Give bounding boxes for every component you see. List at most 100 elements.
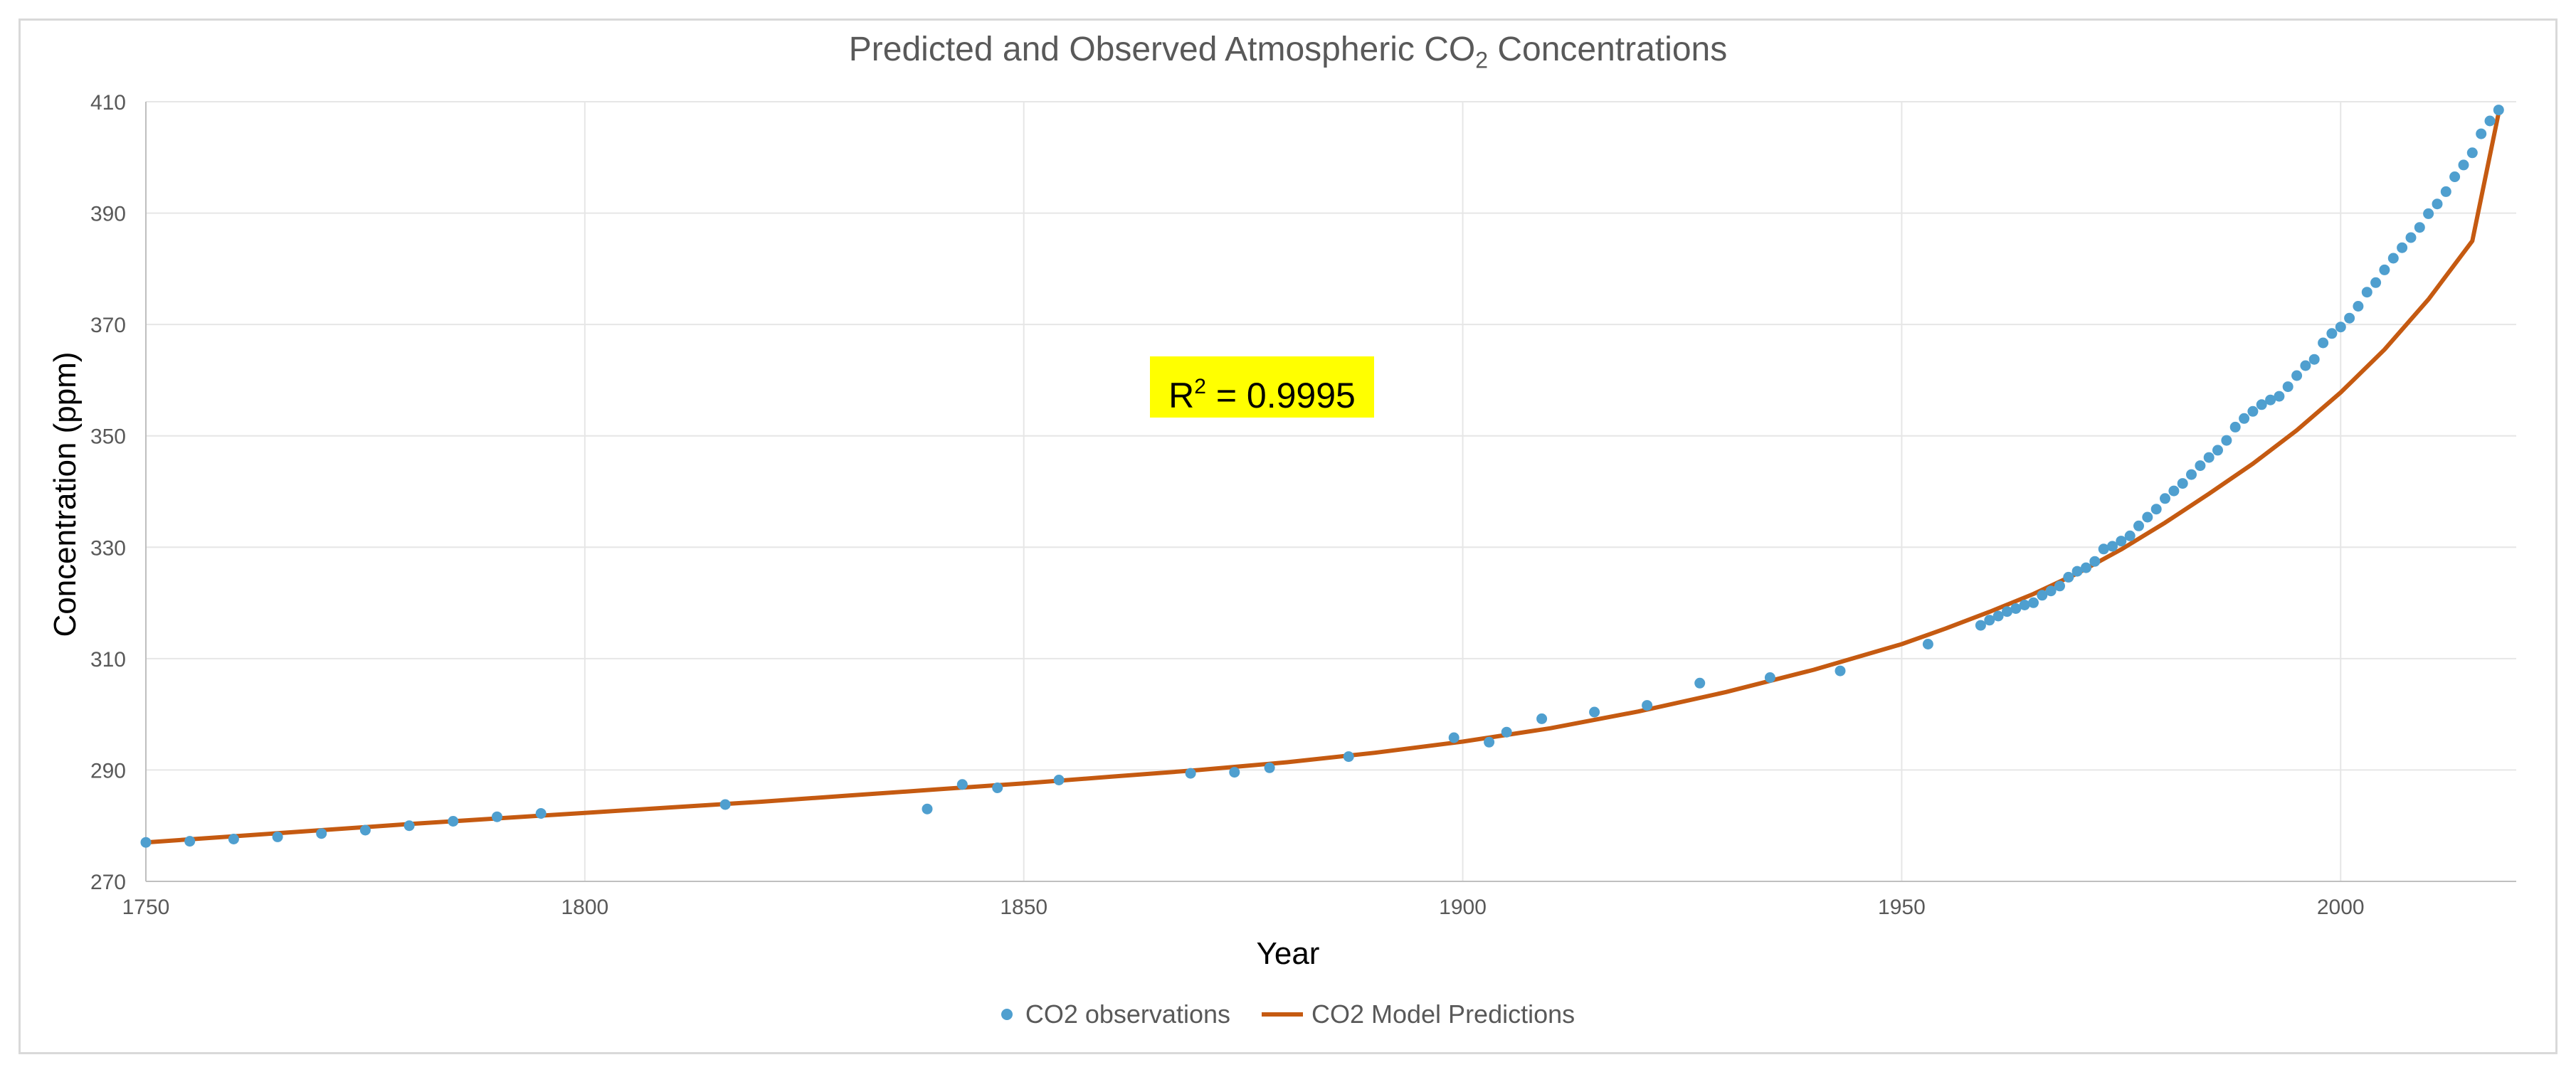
observation-point <box>992 782 1003 793</box>
observation-point <box>2124 530 2136 541</box>
legend-item-observations: CO2 observations <box>1001 999 1230 1029</box>
observation-point <box>2239 413 2250 424</box>
y-tick-label: 370 <box>90 314 126 337</box>
observation-point <box>2063 571 2074 583</box>
observation-point <box>535 808 547 819</box>
observation-point <box>2098 543 2109 555</box>
observation-point <box>2203 452 2215 463</box>
x-tick-label: 1900 <box>1439 896 1487 919</box>
observation-point <box>2212 445 2223 456</box>
legend-label-observations: CO2 observations <box>1025 999 1230 1029</box>
observation-point <box>1053 775 1065 785</box>
observation-point <box>2002 606 2012 617</box>
observation-point <box>2423 208 2434 219</box>
observation-point <box>2221 435 2232 446</box>
observation-point <box>2150 504 2162 515</box>
observation-point <box>2010 603 2022 614</box>
observation-point <box>1984 615 1995 626</box>
observation-point <box>184 836 196 847</box>
observation-point <box>2387 253 2399 264</box>
observation-point <box>2229 421 2241 433</box>
legend-line-icon <box>1261 1012 1303 1017</box>
observation-point <box>2037 590 2048 601</box>
model-prediction-line <box>144 110 2501 845</box>
x-tick-label: 1800 <box>561 896 608 919</box>
observation-point <box>316 828 327 839</box>
observation-point <box>1264 762 1275 773</box>
observation-point <box>1835 665 1846 677</box>
y-tick-label: 350 <box>90 425 126 449</box>
y-tick-label: 310 <box>90 648 126 672</box>
observation-point <box>2160 493 2170 504</box>
x-tick-label: 1750 <box>122 896 170 919</box>
observation-point <box>2449 171 2461 182</box>
observation-point <box>2265 394 2276 405</box>
observation-point <box>2186 469 2197 480</box>
observation-point <box>2432 198 2443 210</box>
observation-point <box>2133 520 2144 531</box>
observation-point <box>1448 732 1459 743</box>
observation-point <box>2028 597 2039 608</box>
observation-point <box>2107 541 2118 552</box>
y-axis-label: Concentration (ppm) <box>48 351 83 637</box>
observation-point <box>2045 585 2057 597</box>
legend-item-predictions: CO2 Model Predictions <box>1261 999 1575 1029</box>
observation-point <box>2414 222 2425 233</box>
y-tick-label: 290 <box>90 759 126 782</box>
observation-point <box>2247 405 2259 417</box>
observation-point <box>272 831 283 842</box>
observation-point <box>2405 232 2417 243</box>
r-squared-annotation: R2 = 0.9995 <box>1150 356 1374 418</box>
observation-point <box>1589 706 1600 718</box>
observation-point <box>2466 147 2478 159</box>
observation-point <box>2318 337 2329 349</box>
y-tick-label: 270 <box>90 871 126 894</box>
x-tick-label: 1950 <box>1878 896 1926 919</box>
observation-point <box>2326 328 2338 339</box>
observation-point <box>1694 677 1706 689</box>
observation-point <box>2282 381 2293 393</box>
observation-point <box>2370 277 2382 288</box>
observation-point <box>228 834 239 844</box>
observation-point <box>2344 312 2355 324</box>
observation-point <box>2195 460 2206 472</box>
observation-point <box>2054 580 2065 592</box>
observation-point <box>140 837 152 848</box>
observation-point <box>2361 287 2372 298</box>
observation-point <box>2335 322 2346 333</box>
observation-point <box>2116 536 2127 547</box>
observation-point <box>1484 736 1495 748</box>
legend-label-predictions: CO2 Model Predictions <box>1311 999 1575 1029</box>
observation-point <box>2484 115 2496 127</box>
observation-point <box>2476 128 2487 139</box>
observation-point <box>1992 610 2004 622</box>
observation-point <box>1229 767 1240 778</box>
observation-point <box>492 811 502 822</box>
observation-point <box>2440 186 2451 197</box>
observation-point <box>2177 478 2188 489</box>
observation-point <box>2071 566 2083 577</box>
y-tick-label: 390 <box>90 203 126 226</box>
observation-point <box>1642 700 1653 711</box>
observation-point <box>448 816 459 827</box>
observation-point <box>2291 370 2303 381</box>
observation-point <box>1536 713 1548 724</box>
observation-point <box>2353 301 2364 312</box>
observation-point <box>2308 354 2320 365</box>
observation-point <box>719 799 731 810</box>
observation-point <box>2379 264 2390 275</box>
observation-point <box>2019 600 2030 610</box>
observation-point <box>1185 768 1196 779</box>
legend-dot-icon <box>1001 1009 1013 1020</box>
observation-point <box>1764 672 1775 683</box>
observation-point <box>2397 242 2408 253</box>
observation-point <box>2256 399 2267 410</box>
legend: CO2 observations CO2 Model Predictions <box>0 999 2576 1029</box>
observation-point <box>403 820 415 832</box>
y-tick-label: 410 <box>90 91 126 115</box>
observation-point <box>1975 620 1986 631</box>
observation-point <box>359 824 371 836</box>
observation-point <box>2168 485 2180 497</box>
observation-point <box>922 803 933 815</box>
